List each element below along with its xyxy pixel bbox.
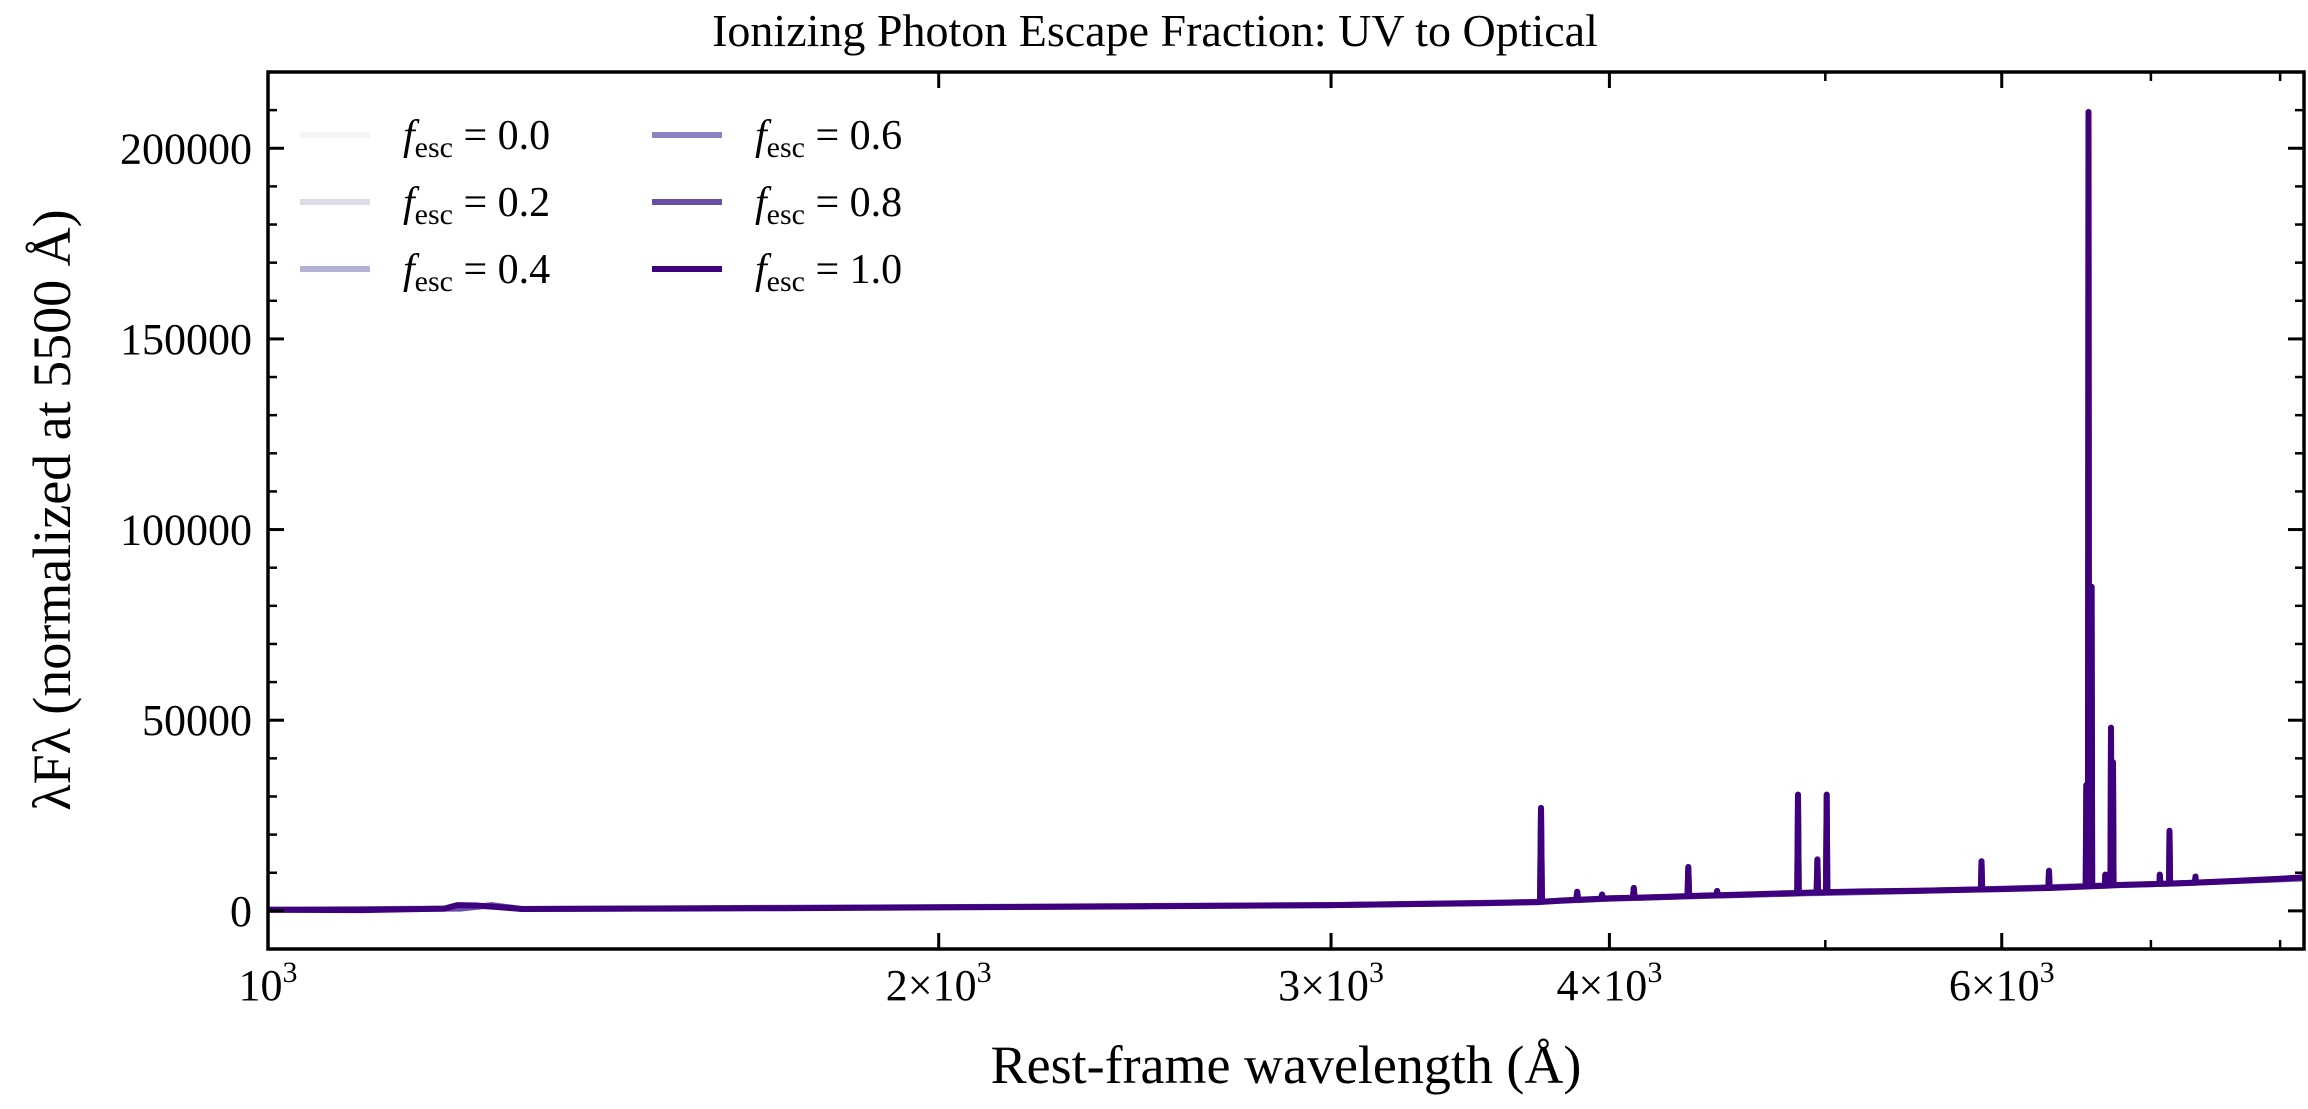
y-axis-label: λFλ (normalized at 5500 Å): [22, 209, 82, 810]
y-axis-tick-labels: 0 50000 100000 150000 200000: [120, 124, 252, 936]
axis-ticks: [266, 70, 2304, 951]
legend-label: fesc = 0.8: [755, 180, 902, 231]
y-tick-label: 0: [230, 887, 252, 936]
legend-label: fesc = 0.2: [403, 180, 550, 231]
legend-item-fesc-0.2: fesc = 0.2: [300, 180, 550, 231]
legend-label: fesc = 0.4: [403, 247, 550, 298]
y-tick-label: 150000: [120, 315, 252, 364]
series-line-fesc-0.8: [268, 109, 2304, 913]
legend-label: fesc = 1.0: [755, 247, 902, 298]
legend-item-fesc-0.8: fesc = 0.8: [652, 180, 902, 231]
plot-frame: [266, 70, 2306, 951]
legend-item-fesc-1.0: fesc = 1.0: [652, 247, 902, 298]
legend-label: fesc = 0.0: [403, 113, 550, 164]
x-axis-tick-labels: 103 2×103 3×103 4×103 6×103: [239, 956, 2055, 1010]
legend-item-fesc-0.6: fesc = 0.6: [652, 113, 902, 164]
legend-item-fesc-0.4: fesc = 0.4: [300, 247, 550, 298]
plot-area: [266, 70, 2306, 951]
y-tick-label: 200000: [120, 124, 252, 173]
x-axis-label: Rest-frame wavelength (Å): [991, 1035, 1582, 1095]
x-tick-label: 3×103: [1278, 956, 1384, 1010]
legend-item-fesc-0.0: fesc = 0.0: [300, 113, 550, 164]
legend-label: fesc = 0.6: [755, 113, 902, 164]
series-line-fesc-1.0: [268, 109, 2304, 914]
series-layer: [268, 109, 2304, 914]
x-tick-label: 2×103: [886, 956, 992, 1010]
legend: fesc = 0.0 fesc = 0.2 fesc = 0.4 fesc = 0.6…: [300, 113, 902, 298]
x-tick-label: 6×103: [1949, 956, 2055, 1010]
y-tick-label: 100000: [120, 506, 252, 555]
chart-title: Ionizing Photon Escape Fraction: UV to O…: [712, 5, 1598, 56]
x-tick-label: 4×103: [1556, 956, 1662, 1010]
y-tick-label: 50000: [142, 696, 252, 745]
x-tick-label: 103: [239, 956, 298, 1010]
